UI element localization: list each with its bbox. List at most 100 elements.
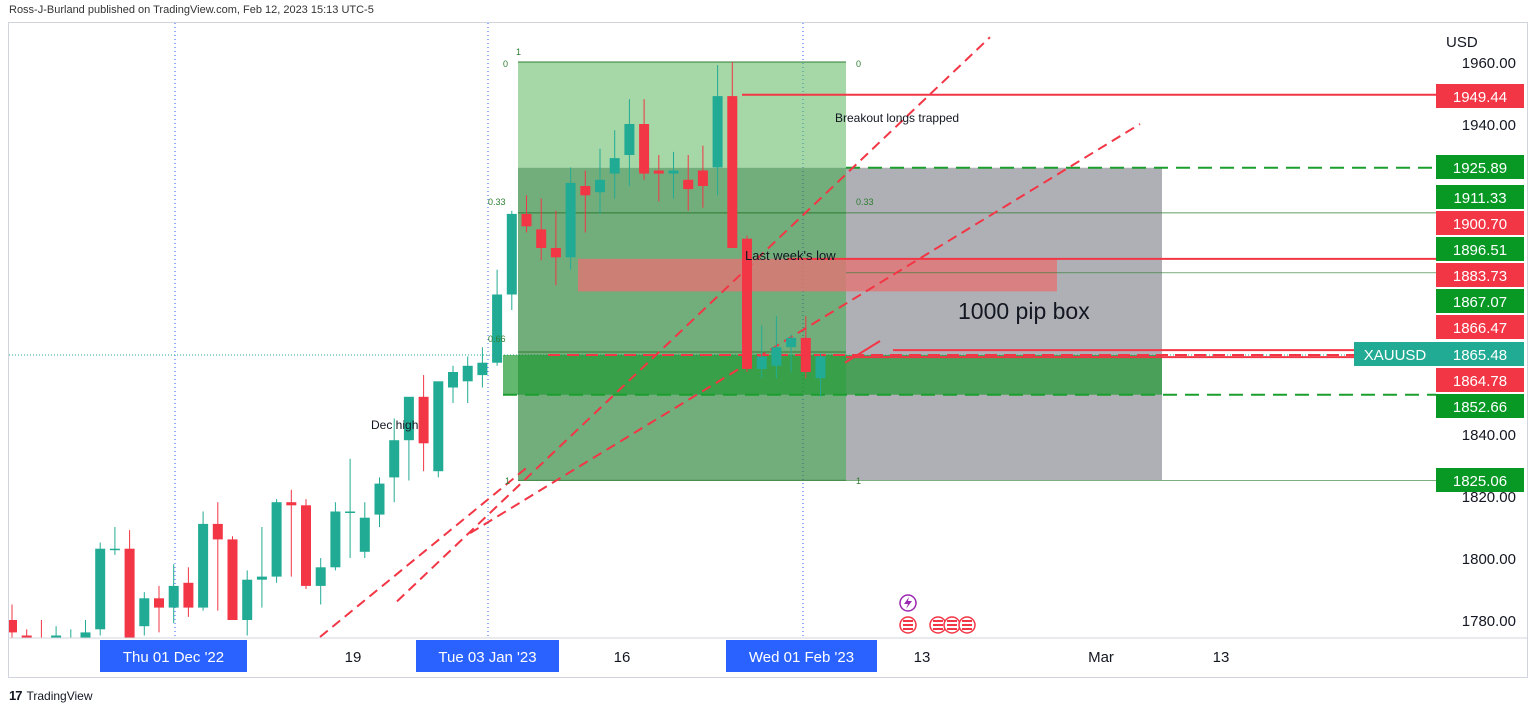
price-tag-label: 1866.47 xyxy=(1453,320,1507,337)
price-tag-bg xyxy=(1436,315,1524,339)
price-tag-bg xyxy=(1436,185,1524,209)
price-tag-bg xyxy=(1436,468,1524,492)
candle-body xyxy=(477,362,488,376)
x-tick-label: 19 xyxy=(345,649,362,666)
plot-area xyxy=(9,23,1436,648)
price-tag-bg xyxy=(1436,368,1524,392)
flag-stripe xyxy=(903,620,913,622)
trendline-lower xyxy=(319,464,531,638)
price-tag-bg xyxy=(1436,155,1524,179)
y-tick-label: 1840.00 xyxy=(1462,427,1516,444)
flag-stripe xyxy=(933,620,943,622)
price-tag-bg xyxy=(1436,211,1524,235)
candle-body xyxy=(756,356,767,369)
flag-stripe xyxy=(947,620,957,622)
y-tick-label: 1780.00 xyxy=(1462,613,1516,630)
trendline-short xyxy=(844,340,881,364)
x-tick-label: 13 xyxy=(1213,649,1230,666)
fib-label-033-right: 0.33 xyxy=(856,197,874,207)
candle-body xyxy=(786,337,797,348)
candle-body xyxy=(800,337,811,372)
candle-body xyxy=(227,539,238,620)
candle-body xyxy=(345,511,356,513)
candle-body xyxy=(771,347,782,366)
price-tag-label: 1865.48 xyxy=(1453,347,1507,364)
date-label-bg xyxy=(416,640,559,672)
chart-frame[interactable] xyxy=(8,22,1528,678)
date-label: Wed 01 Feb '23 xyxy=(749,649,854,666)
candle-body xyxy=(550,248,561,258)
candle-body xyxy=(139,598,150,627)
price-tag-bg xyxy=(1436,263,1524,287)
candle-body xyxy=(36,639,46,648)
candle-body xyxy=(109,548,120,551)
price-tag-label: 1911.33 xyxy=(1453,190,1506,207)
candle-body xyxy=(168,585,179,608)
fib-zone-top xyxy=(518,62,846,168)
fib-label-0-right: 0 xyxy=(856,59,861,69)
lightning-glyph xyxy=(904,597,912,609)
candle-body xyxy=(433,381,444,472)
flag-stripe xyxy=(962,620,972,622)
tradingview-logo-icon: 17 xyxy=(9,688,23,703)
last-week-low-band xyxy=(578,258,1057,292)
candle-body xyxy=(198,523,209,608)
candle-body xyxy=(242,579,253,620)
fib-label-066-left: 0.66 xyxy=(488,334,506,344)
x-tick-label: 13 xyxy=(914,649,931,666)
price-tag-bg xyxy=(1436,84,1524,108)
candle-body xyxy=(315,567,326,586)
annotation-dec-high: Dec high xyxy=(371,418,418,432)
y-axis-currency: USD xyxy=(1446,34,1478,51)
candle-body xyxy=(536,229,547,248)
symbol-tag-bg xyxy=(1354,342,1436,366)
candle-body xyxy=(21,635,32,638)
price-tag-label: 1867.07 xyxy=(1453,294,1507,311)
flag-stripe xyxy=(933,624,943,626)
flag-stripe xyxy=(962,628,972,630)
tradingview-footer[interactable]: 17 TradingView xyxy=(9,688,93,703)
price-tag-bg xyxy=(1436,289,1524,313)
candle-body xyxy=(403,396,414,441)
date-label: Thu 01 Dec '22 xyxy=(123,649,224,666)
candle-body xyxy=(462,365,473,382)
price-tag-bg xyxy=(1436,237,1524,261)
price-tag-bg xyxy=(1436,394,1524,418)
pip-box xyxy=(846,167,1162,481)
annotation-breakout: Breakout longs trapped xyxy=(835,111,959,125)
y-tick-label: 1960.00 xyxy=(1462,55,1516,72)
candle-body xyxy=(95,548,106,630)
price-tag-label: 1825.06 xyxy=(1453,473,1507,490)
candle-body xyxy=(359,517,370,552)
x-tick-label: 16 xyxy=(614,649,631,666)
trendline-channel-high xyxy=(396,36,991,603)
x-tick-label: Mar xyxy=(1088,649,1114,666)
candle-body xyxy=(286,502,297,506)
candle-body xyxy=(271,502,282,577)
candle-body xyxy=(183,582,194,608)
candle-body xyxy=(815,356,826,379)
candle-body xyxy=(624,124,635,155)
candle-body xyxy=(506,213,517,295)
price-tag-label: 1949.44 xyxy=(1453,89,1507,106)
candle-body xyxy=(742,238,752,369)
date-label-bg xyxy=(726,640,877,672)
support-band xyxy=(503,355,1162,395)
price-tag-label: 1864.78 xyxy=(1453,373,1507,390)
candle-body xyxy=(683,179,694,190)
candle-body xyxy=(580,186,591,196)
tradingview-brand: TradingView xyxy=(26,688,93,703)
flag-stripe xyxy=(933,628,943,630)
candle-body xyxy=(301,505,311,586)
candle-body xyxy=(154,598,164,608)
candle-body xyxy=(212,523,223,540)
candle-body xyxy=(448,372,458,388)
candle-body xyxy=(492,294,503,363)
date-label-bg xyxy=(100,640,247,672)
flag-stripe xyxy=(903,624,913,626)
price-tag-label: 1900.70 xyxy=(1453,216,1507,233)
trendline-channel-low xyxy=(469,123,1141,535)
fib-label-1-right: 1 xyxy=(856,476,861,486)
annotation-pip-box: 1000 pip box xyxy=(958,298,1090,324)
